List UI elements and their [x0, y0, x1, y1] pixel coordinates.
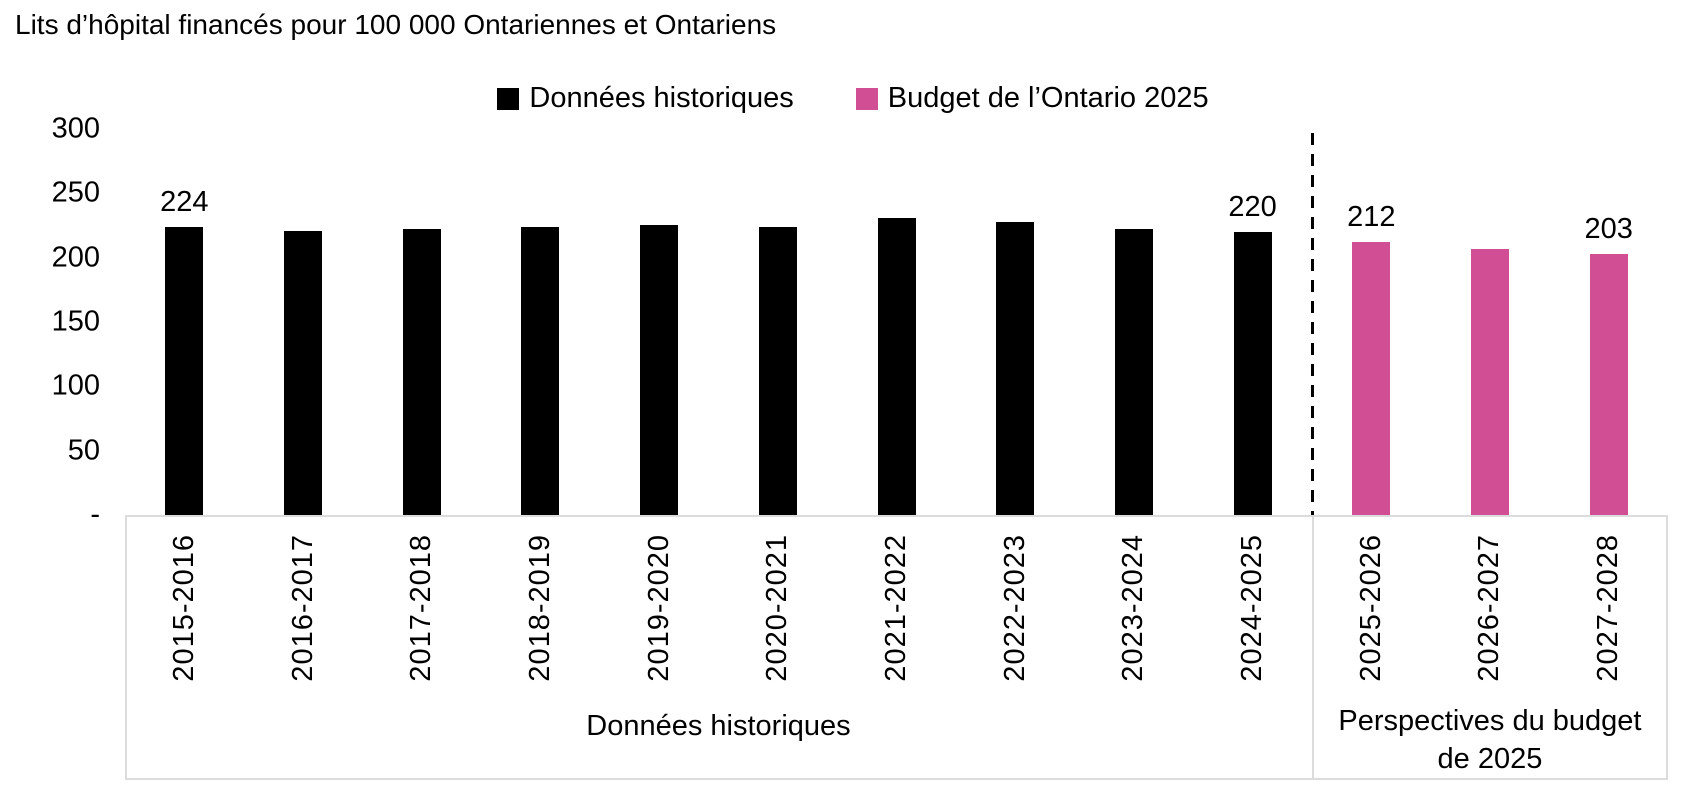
category-label-text: 2022-2023 [998, 534, 1031, 682]
group-label-historical: Données historiques [586, 710, 851, 742]
y-tick-label: 50 [67, 434, 100, 467]
data-label-2024-2025: 220 [1228, 190, 1277, 223]
y-tick-label: 300 [51, 112, 100, 145]
category-label-2021-2022: 2021-2022 [837, 523, 956, 693]
data-label-2015-2016: 224 [160, 185, 209, 218]
group-label-forecast: Perspectives du budget de 2025 [1338, 705, 1642, 775]
bar-2026-2027 [1470, 248, 1509, 515]
y-tick-label: - [90, 498, 100, 531]
bar-2017-2018 [402, 229, 441, 515]
group-divider-line [1311, 515, 1314, 780]
bar-2019-2020 [640, 225, 679, 515]
data-label-2027-2028: 203 [1584, 212, 1633, 245]
category-label-2025-2026: 2025-2026 [1312, 523, 1431, 693]
category-label-text: 2023-2024 [1117, 534, 1150, 682]
category-label-2016-2017: 2016-2017 [244, 523, 363, 693]
category-label-2024-2025: 2024-2025 [1193, 523, 1312, 693]
category-label-text: 2024-2025 [1236, 534, 1269, 682]
category-axis-box [125, 515, 1668, 780]
data-label-2025-2026: 212 [1347, 201, 1396, 234]
category-label-text: 2015-2016 [167, 534, 200, 682]
category-label-2017-2018: 2017-2018 [362, 523, 481, 693]
category-label-text: 2019-2020 [642, 534, 675, 682]
bar-2015-2016 [165, 226, 204, 515]
category-label-text: 2027-2028 [1592, 534, 1625, 682]
legend-swatch-budget [855, 87, 878, 110]
category-label-text: 2026-2027 [1473, 534, 1506, 682]
y-tick-label: 250 [51, 176, 100, 209]
category-label-2022-2023: 2022-2023 [956, 523, 1075, 693]
bar-2023-2024 [1114, 229, 1153, 515]
legend: Données historiques Budget de l’Ontario … [0, 82, 1706, 115]
category-label-2026-2027: 2026-2027 [1431, 523, 1550, 693]
y-tick-label: 100 [51, 369, 100, 402]
category-label-text: 2018-2019 [523, 534, 556, 682]
category-label-text: 2021-2022 [879, 534, 912, 682]
category-label-text: 2017-2018 [405, 534, 438, 682]
legend-item-budget: Budget de l’Ontario 2025 [855, 82, 1209, 115]
bar-2027-2028 [1589, 253, 1628, 515]
bar-2018-2019 [521, 226, 560, 515]
forecast-separator-dashed-line [1310, 133, 1314, 515]
bar-2020-2021 [758, 226, 797, 515]
category-label-text: 2025-2026 [1354, 534, 1387, 682]
category-label-2015-2016: 2015-2016 [125, 523, 244, 693]
category-label-2020-2021: 2020-2021 [718, 523, 837, 693]
legend-label-budget: Budget de l’Ontario 2025 [887, 82, 1209, 114]
bar-2024-2025 [1233, 231, 1272, 515]
category-label-2018-2019: 2018-2019 [481, 523, 600, 693]
bar-2021-2022 [877, 217, 916, 515]
chart-title: Lits d’hôpital financés pour 100 000 Ont… [15, 9, 777, 40]
bar-2016-2017 [284, 230, 323, 515]
category-label-text: 2016-2017 [286, 534, 319, 682]
bar-2025-2026 [1352, 242, 1391, 515]
category-label-2019-2020: 2019-2020 [600, 523, 719, 693]
legend-label-historical: Données historiques [529, 82, 794, 114]
category-label-2023-2024: 2023-2024 [1075, 523, 1194, 693]
legend-item-historical: Données historiques [497, 82, 794, 115]
y-tick-label: 200 [51, 241, 100, 274]
category-label-2027-2028: 2027-2028 [1549, 523, 1668, 693]
category-label-text: 2020-2021 [761, 534, 794, 682]
bar-2022-2023 [996, 221, 1035, 515]
legend-swatch-historical [497, 87, 520, 110]
y-tick-label: 150 [51, 305, 100, 338]
